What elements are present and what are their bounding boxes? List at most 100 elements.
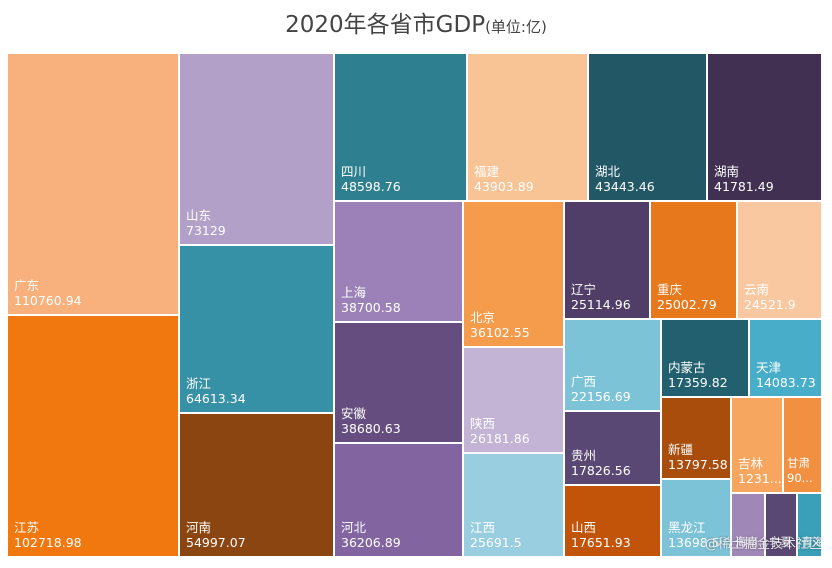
tile-value: 102718.98 (14, 535, 82, 550)
tile-name: 陕西 (470, 416, 496, 431)
treemap-tile[interactable]: 湖南 41781.49 (708, 54, 823, 202)
tile-value: 110760.94 (14, 293, 82, 308)
tile-value: 26181.86 (470, 431, 530, 446)
tile-label: 山东 73129 (180, 208, 226, 244)
tile-label: 黑龙江 13698.5 (662, 520, 720, 556)
treemap-tile[interactable]: 广西 22156.69 (565, 320, 662, 412)
tile-label: 河北 36206.89 (335, 520, 401, 556)
treemap-tile[interactable]: 河南 54997.07 (180, 414, 335, 558)
treemap-tile[interactable]: 海南 (732, 494, 766, 558)
tile-name: 重庆 (657, 282, 683, 297)
tile-name: 河南 (186, 520, 212, 535)
treemap-tile[interactable]: 广东 110760.94 (8, 54, 180, 316)
tile-name: 北京 (470, 310, 496, 325)
tile-label: 安徽 38680.63 (335, 406, 401, 442)
tile-name: 贵州 (571, 448, 597, 463)
tile-value: 25691.5 (470, 535, 522, 550)
tile-label: 福建 43903.89 (468, 164, 534, 200)
tile-value: 36102.55 (470, 325, 530, 340)
tile-name: 海南 (735, 535, 758, 549)
tile-label: 内蒙古 17359.82 (662, 360, 728, 396)
tile-label: 陕西 26181.86 (464, 416, 530, 452)
tile-value: 48598.76 (341, 179, 401, 194)
tile-name: 青海 (801, 535, 823, 549)
treemap-tile[interactable]: 新疆 13797.58 (662, 398, 732, 480)
treemap-tile[interactable]: 内蒙古 17359.82 (662, 320, 750, 398)
tile-label: 江苏 102718.98 (8, 520, 82, 556)
treemap-tile[interactable]: 贵州 17826.56 (565, 412, 662, 486)
tile-label: 天津 14083.73 (750, 360, 816, 396)
tile-label: 海南 (732, 535, 758, 556)
treemap-tile[interactable]: 北京 36102.55 (464, 202, 565, 348)
treemap-tile[interactable]: 四川 48598.76 (335, 54, 468, 202)
tile-label: 上海 38700.58 (335, 285, 401, 321)
treemap-tile[interactable]: 云南 24521.9 (738, 202, 823, 320)
tile-value: 17651.93 (571, 535, 631, 550)
tile-label: 云南 24521.9 (738, 282, 796, 318)
tile-value: 38700.58 (341, 300, 401, 315)
tile-value: 90... (787, 471, 813, 485)
tile-label: 北京 36102.55 (464, 310, 530, 346)
tile-value: 36206.89 (341, 535, 401, 550)
tile-name: 辽宁 (571, 282, 597, 297)
tile-value: 14083.73 (756, 375, 816, 390)
tile-name: 云南 (744, 282, 770, 297)
tile-value: 41781.49 (714, 179, 774, 194)
tile-name: 四川 (341, 164, 367, 179)
treemap-tile[interactable]: 重庆 25002.79 (651, 202, 738, 320)
treemap-tile[interactable]: 辽宁 25114.96 (565, 202, 651, 320)
treemap-tile[interactable]: 天津 14083.73 (750, 320, 823, 398)
chart-title: 2020年各省市GDP(单位:亿) (0, 8, 832, 44)
treemap-tile[interactable]: 山西 17651.93 (565, 486, 662, 558)
tile-label: 广西 22156.69 (565, 374, 631, 410)
treemap-tile[interactable]: 上海 38700.58 (335, 202, 464, 323)
tile-value: 64613.34 (186, 391, 246, 406)
treemap-tile[interactable]: 宁夏 (766, 494, 798, 558)
treemap-tile[interactable]: 安徽 38680.63 (335, 323, 464, 444)
tile-name: 内蒙古 (668, 360, 706, 375)
tile-value: 43443.46 (595, 179, 655, 194)
tile-value: 24521.9 (744, 297, 796, 312)
tile-name: 山西 (571, 520, 597, 535)
tile-label: 甘肃 90... (784, 456, 813, 492)
chart-title-unit: (单位:亿) (485, 18, 547, 36)
tile-label: 湖北 43443.46 (589, 164, 655, 200)
tile-label: 吉林 1231... (732, 456, 782, 492)
tile-label: 辽宁 25114.96 (565, 282, 631, 318)
tile-label: 广东 110760.94 (8, 278, 82, 314)
tile-name: 安徽 (341, 406, 367, 421)
treemap-tile[interactable]: 黑龙江 13698.5 (662, 480, 732, 558)
treemap-tile[interactable]: 江西 25691.5 (464, 454, 565, 558)
tile-name: 浙江 (186, 376, 212, 391)
tile-label: 四川 48598.76 (335, 164, 401, 200)
tile-name: 河北 (341, 520, 367, 535)
chart-title-text: 2020年各省市GDP (285, 12, 486, 38)
tile-label: 江西 25691.5 (464, 520, 522, 556)
tile-value: 73129 (186, 223, 226, 238)
treemap-tile[interactable]: 江苏 102718.98 (8, 316, 180, 558)
tile-value: 13797.58 (668, 457, 728, 472)
treemap-tile[interactable]: 陕西 26181.86 (464, 348, 565, 454)
treemap-tile[interactable]: 福建 43903.89 (468, 54, 589, 202)
tile-label: 贵州 17826.56 (565, 448, 631, 484)
tile-name: 湖南 (714, 164, 740, 179)
tile-name: 黑龙江 (668, 520, 706, 535)
tile-label: 新疆 13797.58 (662, 442, 728, 478)
tile-label: 河南 54997.07 (180, 520, 246, 556)
treemap-tile[interactable]: 甘肃 90... (784, 398, 823, 494)
tile-name: 宁夏 (769, 535, 792, 549)
tile-value: 17359.82 (668, 375, 728, 390)
tile-name: 上海 (341, 285, 367, 300)
tile-value: 1231... (738, 471, 782, 486)
treemap-tile[interactable]: 浙江 64613.34 (180, 246, 335, 414)
tile-value: 54997.07 (186, 535, 246, 550)
treemap-tile[interactable]: 青海 (798, 494, 823, 558)
tile-value: 43903.89 (474, 179, 534, 194)
tile-value: 17826.56 (571, 463, 631, 478)
tile-name: 江西 (470, 520, 496, 535)
treemap-tile[interactable]: 吉林 1231... (732, 398, 784, 494)
treemap-tile[interactable]: 湖北 43443.46 (589, 54, 708, 202)
treemap-tile[interactable]: 河北 36206.89 (335, 444, 464, 558)
treemap-tile[interactable]: 山东 73129 (180, 54, 335, 246)
